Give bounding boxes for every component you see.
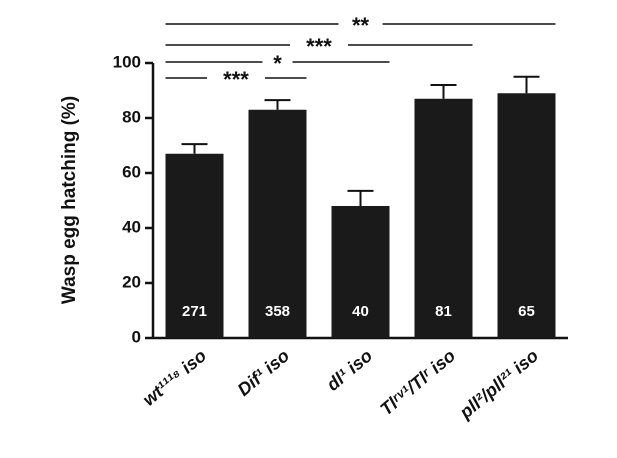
- x-tick-label: wt¹¹¹⁸ iso: [139, 345, 210, 409]
- y-tick-label: 60: [122, 162, 141, 181]
- bar: [331, 206, 390, 338]
- bar: [165, 153, 224, 338]
- x-tick-label: Tlʳᵛ¹/Tlʳ iso: [376, 345, 459, 419]
- n-label: 81: [435, 303, 452, 320]
- y-tick-label: 20: [122, 272, 141, 291]
- y-tick-label: 0: [132, 327, 141, 346]
- y-axis-label: Wasp egg hatching (%): [59, 96, 80, 304]
- x-tick-label: Dif¹ iso: [234, 345, 294, 400]
- y-tick-label: 100: [113, 52, 141, 71]
- n-label: 271: [182, 303, 207, 320]
- n-label: 358: [265, 303, 290, 320]
- bar: [497, 93, 556, 338]
- significance-label: **: [352, 13, 370, 38]
- y-tick-label: 40: [122, 217, 141, 236]
- n-label: 65: [518, 303, 535, 320]
- significance-label: ***: [223, 67, 249, 92]
- bar: [414, 98, 473, 338]
- y-tick-label: 80: [122, 107, 141, 126]
- significance-label: ***: [306, 34, 332, 59]
- n-label: 40: [352, 303, 369, 320]
- x-tick-label: pll²/pll²¹ iso: [455, 345, 542, 423]
- x-tick-label: dl¹ iso: [323, 345, 376, 394]
- bar: [248, 109, 307, 338]
- significance-label: *: [273, 51, 282, 76]
